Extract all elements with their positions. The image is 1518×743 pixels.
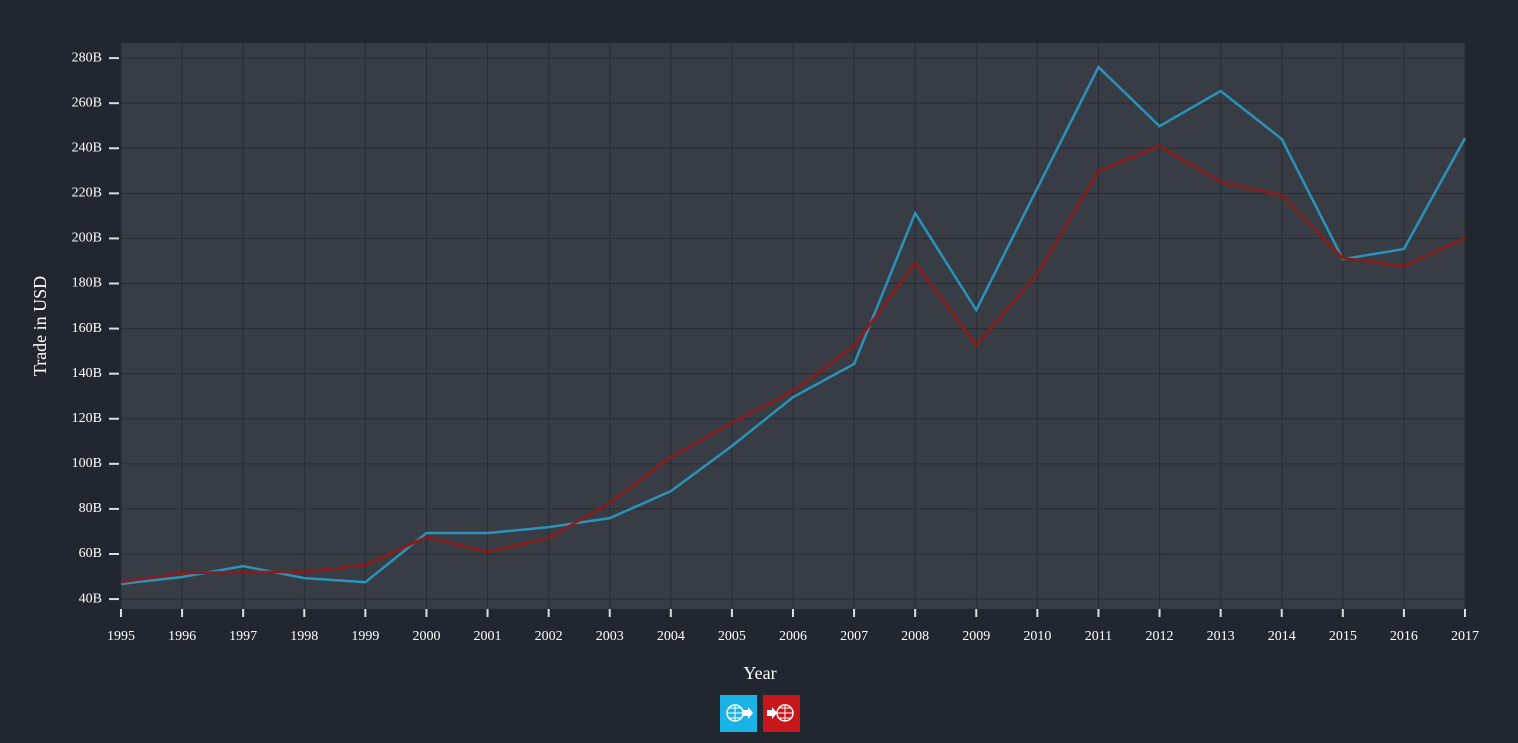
x-tick-label: 2002 — [535, 629, 563, 644]
x-tick-label: 2010 — [1023, 629, 1051, 644]
series-line — [120, 65, 1467, 586]
x-tick-label: 2003 — [596, 629, 624, 644]
globe-icon — [777, 705, 793, 721]
y-tick-label: 60B — [79, 546, 102, 561]
y-tick-label: 80B — [79, 501, 102, 516]
x-tick-label: 2007 — [840, 629, 868, 644]
x-tick-label: 1996 — [168, 629, 196, 644]
x-tick-label: 2016 — [1390, 629, 1418, 644]
x-tick-label: 2015 — [1329, 629, 1357, 644]
x-tick-label: 2001 — [474, 629, 502, 644]
x-tick-label: 2009 — [962, 629, 990, 644]
x-tick-label: 2014 — [1268, 629, 1296, 644]
arrow-icon — [742, 707, 753, 719]
x-tick-label: 1995 — [107, 629, 135, 644]
y-tick-label: 180B — [72, 276, 102, 291]
x-tick-label: 2005 — [718, 629, 746, 644]
globe-icon — [727, 705, 743, 721]
y-tick-label: 160B — [72, 321, 102, 336]
x-tick-label: 1998 — [290, 629, 318, 644]
y-tick-label: 100B — [72, 456, 102, 471]
x-tick-label: 1999 — [351, 629, 379, 644]
x-tick-label: 2011 — [1085, 629, 1112, 644]
y-tick-label: 120B — [72, 411, 102, 426]
y-tick-label: 40B — [79, 591, 102, 606]
x-tick-label: 2004 — [657, 629, 685, 644]
y-axis-label: Trade in USD — [30, 276, 50, 376]
series-line — [120, 144, 1466, 584]
x-tick-label: 2017 — [1451, 629, 1479, 644]
arrow-icon — [767, 707, 777, 719]
y-tick-label: 140B — [72, 366, 102, 381]
x-tick-label: 1997 — [229, 629, 257, 644]
x-tick-label: 2006 — [779, 629, 807, 644]
y-tick-label: 280B — [72, 50, 102, 65]
y-tick-label: 260B — [72, 95, 102, 110]
x-axis-label: Year — [743, 663, 776, 683]
y-tick-label: 200B — [72, 231, 102, 246]
x-tick-label: 2000 — [412, 629, 440, 644]
x-tick-label: 2012 — [1146, 629, 1174, 644]
x-tick-label: 2013 — [1207, 629, 1235, 644]
legend — [720, 695, 800, 732]
x-tick-label: 2008 — [901, 629, 929, 644]
y-tick-label: 220B — [72, 186, 102, 201]
y-tick-label: 240B — [72, 140, 102, 155]
